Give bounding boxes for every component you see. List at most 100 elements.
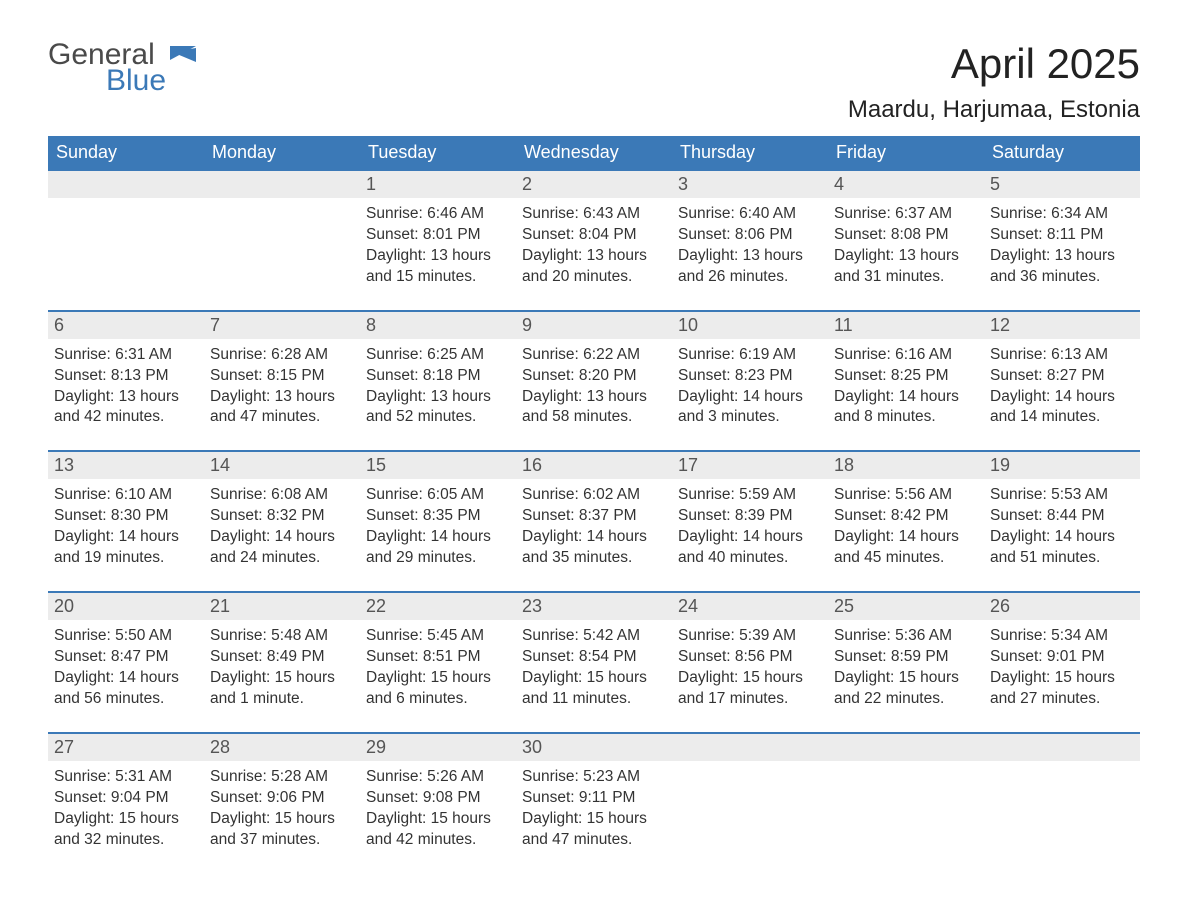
daylight2-text: and 14 minutes.	[990, 407, 1134, 428]
daylight2-text: and 42 minutes.	[366, 830, 510, 851]
daylight2-text: and 20 minutes.	[522, 267, 666, 288]
daylight1-text: Daylight: 15 hours	[990, 668, 1134, 689]
day-cell: 27Sunrise: 5:31 AMSunset: 9:04 PMDayligh…	[48, 734, 204, 855]
daylight1-text: Daylight: 14 hours	[990, 387, 1134, 408]
daylight2-text: and 47 minutes.	[522, 830, 666, 851]
day-cell: 18Sunrise: 5:56 AMSunset: 8:42 PMDayligh…	[828, 452, 984, 573]
day-body: Sunrise: 5:48 AMSunset: 8:49 PMDaylight:…	[204, 620, 360, 714]
sunset-text: Sunset: 8:42 PM	[834, 506, 978, 527]
day-number: 11	[828, 312, 984, 339]
weekday-header: Monday	[204, 136, 360, 171]
sunrise-text: Sunrise: 6:05 AM	[366, 485, 510, 506]
day-body: Sunrise: 6:22 AMSunset: 8:20 PMDaylight:…	[516, 339, 672, 433]
daylight1-text: Daylight: 13 hours	[210, 387, 354, 408]
daylight1-text: Daylight: 13 hours	[522, 246, 666, 267]
sunset-text: Sunset: 9:04 PM	[54, 788, 198, 809]
daylight2-text: and 52 minutes.	[366, 407, 510, 428]
day-cell: 20Sunrise: 5:50 AMSunset: 8:47 PMDayligh…	[48, 593, 204, 714]
sunset-text: Sunset: 8:47 PM	[54, 647, 198, 668]
day-cell: 23Sunrise: 5:42 AMSunset: 8:54 PMDayligh…	[516, 593, 672, 714]
daylight1-text: Daylight: 15 hours	[210, 668, 354, 689]
sunrise-text: Sunrise: 6:19 AM	[678, 345, 822, 366]
daylight2-text: and 22 minutes.	[834, 689, 978, 710]
day-number: 26	[984, 593, 1140, 620]
daylight1-text: Daylight: 13 hours	[366, 387, 510, 408]
day-body: Sunrise: 6:28 AMSunset: 8:15 PMDaylight:…	[204, 339, 360, 433]
day-body: Sunrise: 5:39 AMSunset: 8:56 PMDaylight:…	[672, 620, 828, 714]
day-number	[828, 734, 984, 761]
daylight2-text: and 17 minutes.	[678, 689, 822, 710]
day-cell: 12Sunrise: 6:13 AMSunset: 8:27 PMDayligh…	[984, 312, 1140, 433]
day-body: Sunrise: 5:36 AMSunset: 8:59 PMDaylight:…	[828, 620, 984, 714]
daylight2-text: and 6 minutes.	[366, 689, 510, 710]
sunrise-text: Sunrise: 6:13 AM	[990, 345, 1134, 366]
daylight1-text: Daylight: 14 hours	[678, 527, 822, 548]
daylight2-text: and 26 minutes.	[678, 267, 822, 288]
day-cell: 28Sunrise: 5:28 AMSunset: 9:06 PMDayligh…	[204, 734, 360, 855]
brand-word2: Blue	[106, 66, 166, 96]
sunset-text: Sunset: 8:44 PM	[990, 506, 1134, 527]
day-body: Sunrise: 6:16 AMSunset: 8:25 PMDaylight:…	[828, 339, 984, 433]
day-number: 19	[984, 452, 1140, 479]
day-body: Sunrise: 6:46 AMSunset: 8:01 PMDaylight:…	[360, 198, 516, 292]
day-number: 1	[360, 171, 516, 198]
day-cell: 22Sunrise: 5:45 AMSunset: 8:51 PMDayligh…	[360, 593, 516, 714]
day-number: 20	[48, 593, 204, 620]
daylight1-text: Daylight: 13 hours	[834, 246, 978, 267]
sunrise-text: Sunrise: 5:39 AM	[678, 626, 822, 647]
daylight2-text: and 3 minutes.	[678, 407, 822, 428]
day-cell: 3Sunrise: 6:40 AMSunset: 8:06 PMDaylight…	[672, 171, 828, 292]
day-cell: 6Sunrise: 6:31 AMSunset: 8:13 PMDaylight…	[48, 312, 204, 433]
day-cell: 29Sunrise: 5:26 AMSunset: 9:08 PMDayligh…	[360, 734, 516, 855]
day-number: 22	[360, 593, 516, 620]
day-number: 17	[672, 452, 828, 479]
daylight2-text: and 42 minutes.	[54, 407, 198, 428]
sunrise-text: Sunrise: 5:42 AM	[522, 626, 666, 647]
day-number: 15	[360, 452, 516, 479]
calendar: SundayMondayTuesdayWednesdayThursdayFrid…	[48, 136, 1140, 854]
day-number: 27	[48, 734, 204, 761]
daylight2-text: and 27 minutes.	[990, 689, 1134, 710]
daylight1-text: Daylight: 14 hours	[834, 387, 978, 408]
day-cell: 1Sunrise: 6:46 AMSunset: 8:01 PMDaylight…	[360, 171, 516, 292]
day-cell	[204, 171, 360, 292]
daylight1-text: Daylight: 13 hours	[990, 246, 1134, 267]
day-cell: 5Sunrise: 6:34 AMSunset: 8:11 PMDaylight…	[984, 171, 1140, 292]
sunrise-text: Sunrise: 6:43 AM	[522, 204, 666, 225]
day-cell: 16Sunrise: 6:02 AMSunset: 8:37 PMDayligh…	[516, 452, 672, 573]
daylight1-text: Daylight: 14 hours	[990, 527, 1134, 548]
day-number: 21	[204, 593, 360, 620]
title-block: April 2025 Maardu, Harjumaa, Estonia	[848, 40, 1140, 124]
daylight1-text: Daylight: 15 hours	[210, 809, 354, 830]
sunrise-text: Sunrise: 6:28 AM	[210, 345, 354, 366]
sunset-text: Sunset: 9:11 PM	[522, 788, 666, 809]
sunset-text: Sunset: 9:06 PM	[210, 788, 354, 809]
daylight1-text: Daylight: 15 hours	[678, 668, 822, 689]
daylight2-text: and 15 minutes.	[366, 267, 510, 288]
day-body: Sunrise: 6:05 AMSunset: 8:35 PMDaylight:…	[360, 479, 516, 573]
day-cell	[672, 734, 828, 855]
sunrise-text: Sunrise: 6:02 AM	[522, 485, 666, 506]
day-number: 14	[204, 452, 360, 479]
day-number: 13	[48, 452, 204, 479]
sunrise-text: Sunrise: 5:45 AM	[366, 626, 510, 647]
daylight1-text: Daylight: 13 hours	[522, 387, 666, 408]
day-cell: 30Sunrise: 5:23 AMSunset: 9:11 PMDayligh…	[516, 734, 672, 855]
day-number: 30	[516, 734, 672, 761]
sunrise-text: Sunrise: 6:25 AM	[366, 345, 510, 366]
day-body: Sunrise: 5:31 AMSunset: 9:04 PMDaylight:…	[48, 761, 204, 855]
day-body: Sunrise: 5:53 AMSunset: 8:44 PMDaylight:…	[984, 479, 1140, 573]
sunset-text: Sunset: 8:23 PM	[678, 366, 822, 387]
daylight2-text: and 58 minutes.	[522, 407, 666, 428]
sunrise-text: Sunrise: 5:48 AM	[210, 626, 354, 647]
day-number: 28	[204, 734, 360, 761]
sunset-text: Sunset: 8:27 PM	[990, 366, 1134, 387]
week-row: 1Sunrise: 6:46 AMSunset: 8:01 PMDaylight…	[48, 171, 1140, 292]
day-cell: 15Sunrise: 6:05 AMSunset: 8:35 PMDayligh…	[360, 452, 516, 573]
sunset-text: Sunset: 8:11 PM	[990, 225, 1134, 246]
sunset-text: Sunset: 8:30 PM	[54, 506, 198, 527]
day-cell: 13Sunrise: 6:10 AMSunset: 8:30 PMDayligh…	[48, 452, 204, 573]
daylight2-text: and 24 minutes.	[210, 548, 354, 569]
sunrise-text: Sunrise: 5:36 AM	[834, 626, 978, 647]
daylight2-text: and 45 minutes.	[834, 548, 978, 569]
